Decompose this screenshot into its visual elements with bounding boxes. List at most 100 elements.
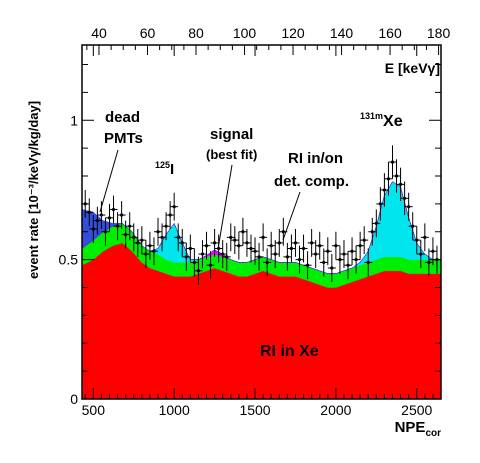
stacked-areas <box>81 181 442 400</box>
annotation-dead-pmts-1: dead <box>105 109 140 126</box>
annotation-i125: 125I <box>155 160 174 178</box>
marker <box>200 252 205 256</box>
annotation-signal-2: (best fit) <box>206 147 257 162</box>
marker <box>107 216 112 220</box>
data-point <box>101 217 110 246</box>
marker <box>180 241 184 245</box>
data-point <box>295 245 304 274</box>
marker <box>318 244 322 248</box>
data-point <box>412 226 421 255</box>
data-point <box>186 234 195 263</box>
annotation-ri-det-1: RI in/on <box>288 150 343 167</box>
plot-frame <box>81 44 442 400</box>
marker <box>350 249 354 253</box>
marker <box>156 230 160 234</box>
marker <box>136 241 140 245</box>
marker <box>245 241 249 245</box>
marker <box>338 258 342 262</box>
marker <box>297 258 302 262</box>
data-point <box>251 237 260 266</box>
marker <box>370 230 374 234</box>
data-point <box>319 248 328 277</box>
annotation-ri-det-2: det. comp. <box>274 173 349 190</box>
marker <box>366 260 370 265</box>
top-tick-label: 40 <box>91 25 107 41</box>
data-point <box>202 231 211 260</box>
data-point <box>299 234 308 263</box>
data-point <box>242 228 251 257</box>
data-point <box>396 167 405 202</box>
marker <box>423 235 427 239</box>
data-point <box>206 251 215 280</box>
data-point <box>315 231 324 260</box>
marker <box>273 252 277 256</box>
marker <box>128 224 132 228</box>
annotation-dead-pmts-2: PMTs <box>104 130 143 147</box>
data-point <box>283 242 292 271</box>
data-point <box>182 242 191 271</box>
data-point <box>360 226 369 255</box>
marker <box>293 241 298 245</box>
top-tick-label: 160 <box>378 25 402 41</box>
marker <box>354 258 358 262</box>
marker <box>378 202 382 206</box>
marker <box>229 235 233 239</box>
marker <box>168 213 172 217</box>
marker <box>394 174 399 178</box>
data-point <box>198 240 207 268</box>
axis-ticks: 500 1000 1500 2000 2500 40 60 80 100 120 140 160 180… <box>59 25 451 418</box>
marker <box>152 249 156 253</box>
marker <box>362 238 366 242</box>
data-point <box>149 237 158 266</box>
top-tick-label: 100 <box>233 25 257 41</box>
data-point <box>267 231 276 260</box>
marker <box>115 224 120 228</box>
marker <box>213 241 217 245</box>
data-point <box>129 223 138 252</box>
data-point <box>226 223 235 252</box>
marker <box>172 205 176 209</box>
data-point <box>218 240 227 268</box>
data-point <box>275 228 284 257</box>
marker <box>415 238 419 242</box>
marker <box>407 205 411 209</box>
data-point <box>384 162 393 196</box>
annotation-xe131m: 131mXe <box>360 111 403 130</box>
marker <box>192 260 196 265</box>
data-point <box>327 254 336 282</box>
marker <box>374 221 378 225</box>
marker <box>204 244 209 248</box>
marker <box>305 263 310 267</box>
data-point <box>145 231 154 260</box>
marker <box>358 244 362 248</box>
data-point <box>368 217 377 246</box>
data-point <box>372 209 381 238</box>
marker <box>403 196 407 200</box>
top-axis-label: E [keVγ] <box>385 60 440 76</box>
data-point <box>194 256 203 285</box>
data-point <box>117 201 126 229</box>
data-point <box>271 240 280 268</box>
y-tick-label: 1 <box>70 112 78 128</box>
marker <box>289 246 294 251</box>
marker <box>382 188 387 192</box>
data-point <box>166 201 175 229</box>
data-point <box>190 248 199 277</box>
marker <box>225 255 229 259</box>
data-point <box>255 242 264 271</box>
data-point <box>238 217 247 246</box>
data-point <box>307 228 316 257</box>
pointer-dead-pmts <box>99 149 119 213</box>
marker <box>99 213 104 217</box>
marker <box>326 249 330 253</box>
data-point <box>404 192 413 221</box>
data-point <box>105 203 114 232</box>
data-point <box>234 231 243 260</box>
pointer-signal <box>217 164 233 250</box>
annotation-signal-1: signal <box>210 126 253 143</box>
data-point <box>420 223 429 252</box>
data-point <box>210 228 219 257</box>
marker <box>221 252 225 256</box>
data-point <box>331 231 340 260</box>
